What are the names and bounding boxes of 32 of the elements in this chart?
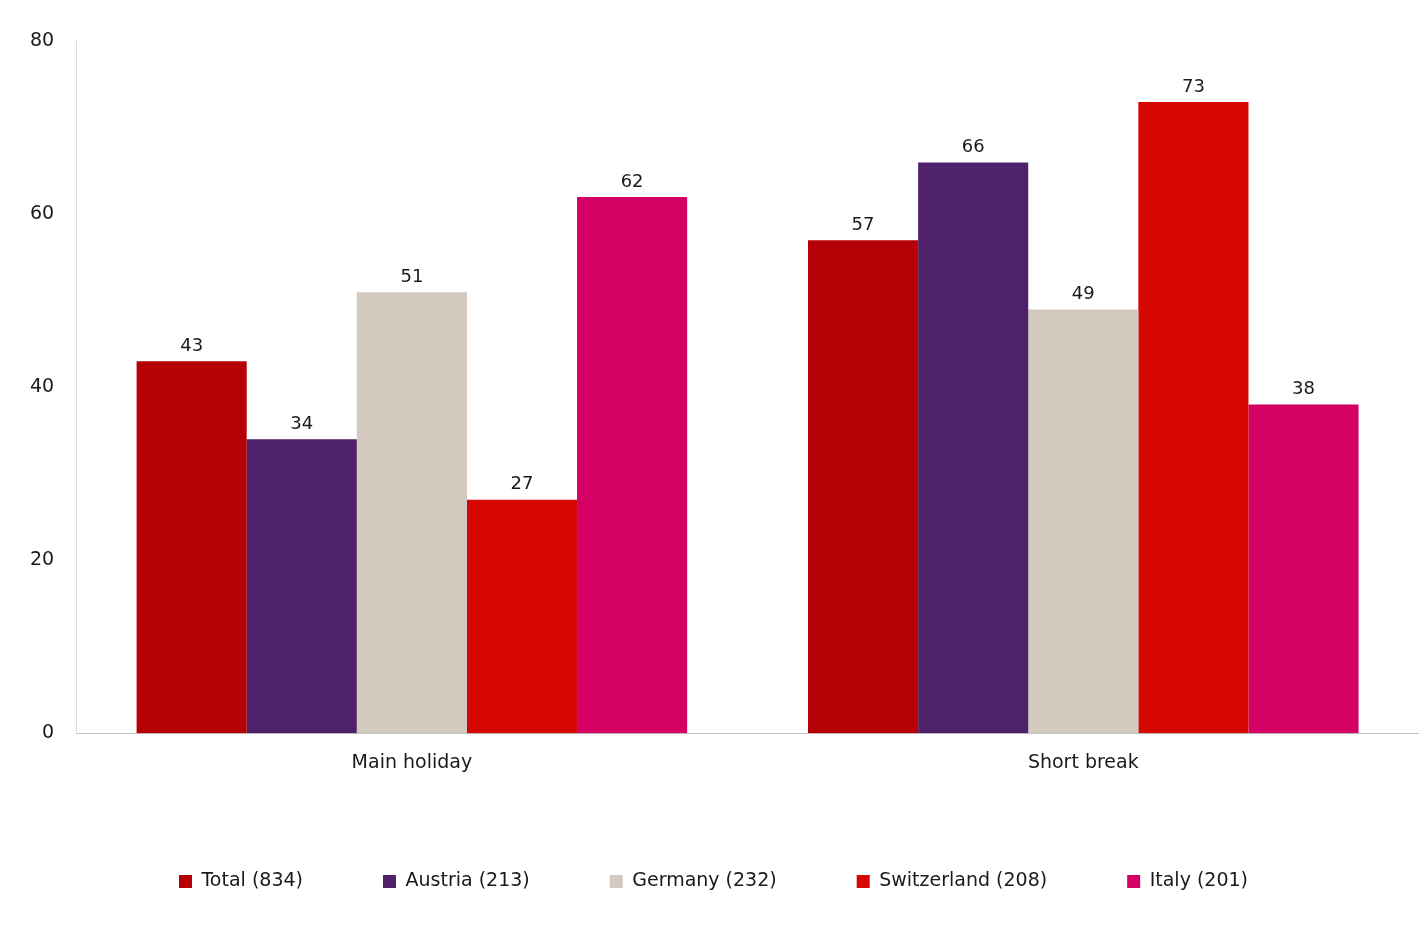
bar [918, 162, 1029, 734]
y-tick-label: 20 [29, 547, 55, 570]
legend-label: Total (834) [200, 868, 304, 891]
y-tick-label: 80 [29, 28, 55, 51]
bar [808, 240, 919, 734]
data-label: 66 [961, 135, 985, 157]
bar [466, 499, 578, 734]
data-label: 49 [1071, 282, 1095, 304]
bar [356, 292, 467, 734]
bar [1028, 309, 1139, 734]
data-label: 43 [180, 334, 204, 356]
y-tick-label: 0 [42, 720, 55, 743]
x-tick-label: Short break [1027, 749, 1139, 772]
bar [1138, 101, 1249, 734]
bar [1248, 404, 1359, 734]
data-label: 34 [290, 411, 314, 433]
bar [246, 439, 357, 734]
y-tick-label: 40 [29, 374, 55, 397]
legend-label: Italy (201) [1149, 868, 1249, 891]
legend-label: Austria (213) [405, 868, 530, 891]
legend-label: Germany (232) [632, 868, 777, 891]
data-label: 57 [851, 212, 875, 234]
x-tick-label: Main holiday [351, 749, 473, 772]
bar [136, 361, 247, 734]
data-label: 27 [510, 472, 534, 494]
legend-label: Switzerland (208) [879, 868, 1048, 891]
data-label: 51 [400, 264, 424, 286]
data-label: 38 [1292, 377, 1315, 399]
bar [577, 197, 688, 734]
data-label: 62 [620, 169, 644, 191]
y-tick-label: 60 [29, 201, 55, 224]
data-label: 73 [1181, 74, 1205, 96]
